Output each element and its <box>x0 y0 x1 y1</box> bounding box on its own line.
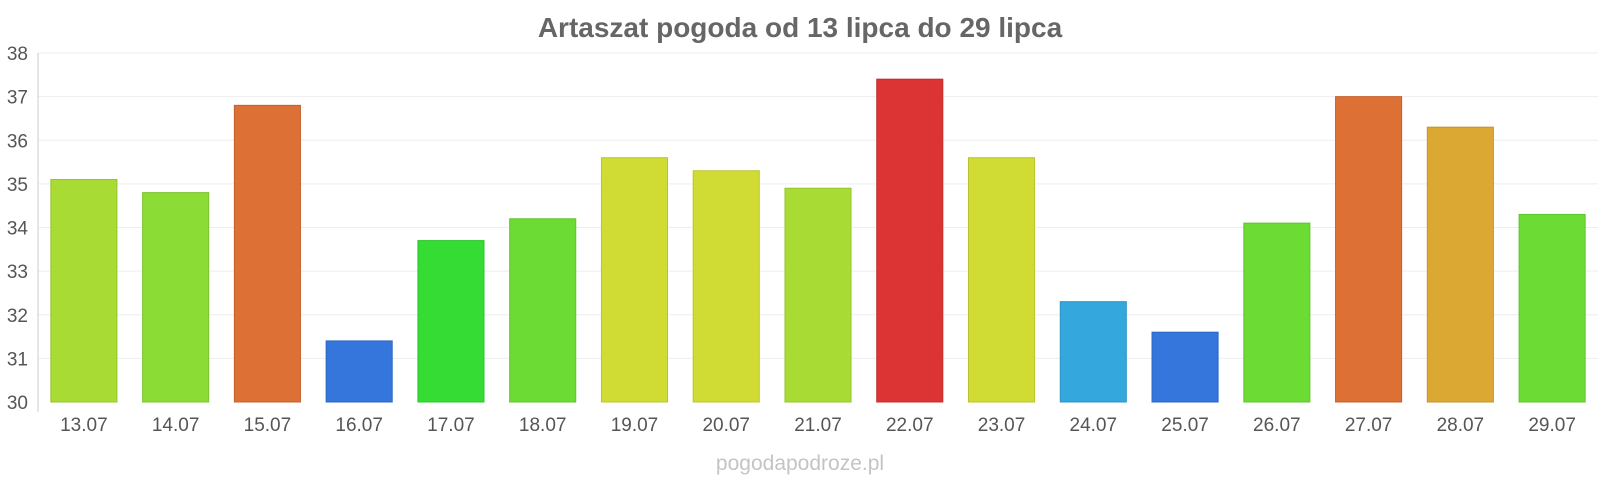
y-axis-tick-labels: 30 31 32 33 34 35 36 37 38 <box>7 44 29 414</box>
y-tick-label: 38 <box>7 44 28 65</box>
x-tick-label: 25.07 <box>1161 415 1209 436</box>
x-tick-label: 19.07 <box>611 415 659 436</box>
x-tick-label: 22.07 <box>886 415 934 436</box>
y-tick-label: 33 <box>7 262 28 283</box>
x-tick-label: 14.07 <box>152 415 200 436</box>
x-tick-label: 28.07 <box>1437 415 1485 436</box>
bar <box>967 157 1036 403</box>
bar <box>600 157 669 403</box>
bar <box>50 179 118 403</box>
y-tick-label: 30 <box>7 393 28 414</box>
bar <box>509 218 577 403</box>
bar <box>1059 301 1127 403</box>
x-tick-label: 26.07 <box>1253 415 1301 436</box>
x-tick-label: 23.07 <box>978 415 1026 436</box>
bar <box>876 78 944 403</box>
y-tick-label: 34 <box>7 219 29 240</box>
bar <box>1426 126 1494 403</box>
x-tick-label: 20.07 <box>702 415 750 436</box>
watermark: pogodapodroze.pl <box>716 452 884 475</box>
bar <box>233 104 301 403</box>
x-tick-label: 27.07 <box>1345 415 1393 436</box>
bar <box>1518 213 1586 403</box>
bar <box>784 187 852 403</box>
bar <box>1151 331 1219 403</box>
x-axis-tick-labels: 13.07 14.07 15.07 16.07 17.07 18.07 19.07 20.07… <box>60 415 1576 436</box>
x-tick-label: 16.07 <box>335 415 383 436</box>
bar <box>417 240 485 403</box>
y-tick-label: 31 <box>7 349 28 370</box>
bar <box>692 170 760 403</box>
x-tick-label: 24.07 <box>1070 415 1118 436</box>
y-tick-label: 36 <box>7 131 28 152</box>
bar <box>1243 222 1311 403</box>
bar <box>325 340 393 403</box>
x-tick-label: 13.07 <box>60 415 108 436</box>
y-tick-label: 37 <box>7 88 28 109</box>
bar <box>142 192 210 403</box>
bars <box>50 78 1586 403</box>
y-tick-label: 32 <box>7 306 28 327</box>
x-tick-label: 17.07 <box>427 415 475 436</box>
x-tick-label: 15.07 <box>244 415 292 436</box>
bar <box>1335 96 1403 403</box>
chart-title: Artaszat pogoda od 13 lipca do 29 lipca <box>538 12 1063 43</box>
x-tick-label: 29.07 <box>1528 415 1576 436</box>
x-tick-label: 21.07 <box>794 415 842 436</box>
x-tick-label: 18.07 <box>519 415 567 436</box>
y-tick-label: 35 <box>7 175 28 196</box>
